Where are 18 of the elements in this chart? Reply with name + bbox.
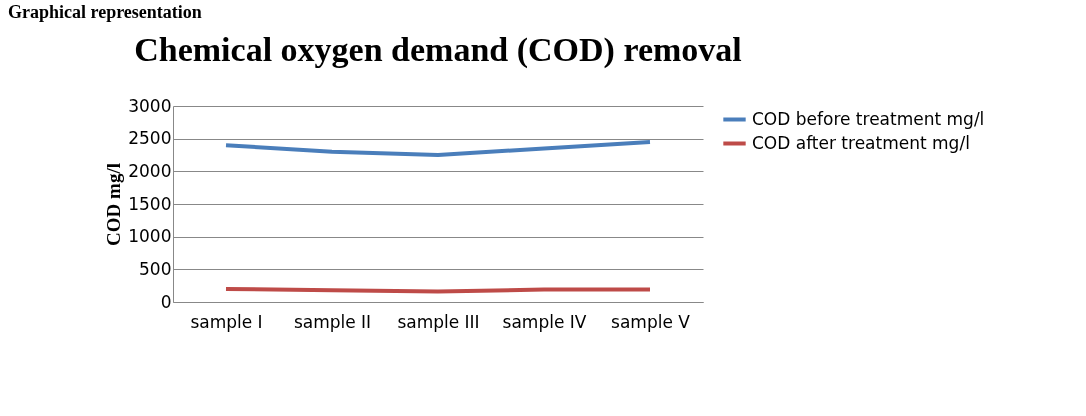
x-tick-label: sample V	[611, 311, 691, 332]
y-tick-label: 500	[139, 258, 172, 279]
y-tick-label: 0	[160, 291, 172, 312]
y-axis-title: COD mg/l	[103, 163, 125, 246]
line-series	[224, 139, 652, 157]
y-tick-label: 1500	[128, 193, 172, 214]
x-tick-label: sample III	[397, 311, 480, 332]
x-tick-label: sample IV	[502, 311, 587, 332]
y-tick-label: 2000	[128, 160, 172, 181]
x-tick-label: sample I	[190, 311, 263, 332]
legend-label: COD before treatment mg/l	[752, 108, 985, 129]
y-tick-label: 2500	[128, 128, 172, 149]
y-tick-label: 1000	[128, 226, 172, 247]
text: Graphical representation	[8, 2, 202, 22]
y-tick-label: 3000	[128, 95, 172, 116]
legend-label: COD after treatment mg/l	[752, 132, 970, 153]
chart-title: Chemical oxygen demand (COD) removal	[134, 31, 742, 69]
x-tick-label: sample II	[293, 311, 372, 332]
